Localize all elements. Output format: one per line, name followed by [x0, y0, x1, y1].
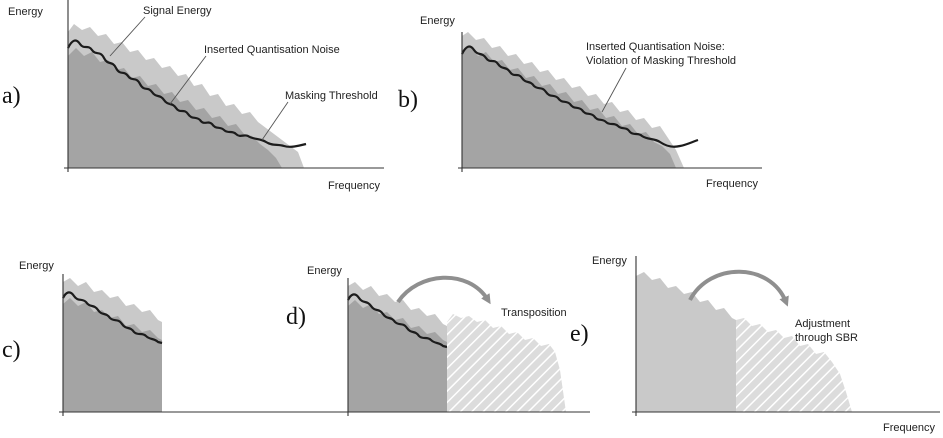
panel-b-ylabel: Energy [420, 15, 455, 27]
panel-c-letter: c) [2, 337, 21, 363]
panel-b: Energy Frequency b) Inserted Quantisatio… [398, 15, 762, 190]
panel-e: Energy Frequency e) Adjustment through S… [570, 255, 940, 434]
panel-e-adjustment-label-line1: Adjustment [795, 318, 850, 330]
panel-a-noise-label: Inserted Quantisation Noise [204, 44, 340, 56]
panel-e-adjustment-label-line2: through SBR [795, 332, 858, 344]
panel-c: Energy c) [2, 260, 386, 416]
panel-d: Energy d) Transposition [286, 265, 590, 416]
panel-e-lowband [636, 272, 736, 412]
panel-e-xlabel: Frequency [883, 422, 935, 434]
panel-a-letter: a) [2, 83, 21, 109]
panel-e-ylabel: Energy [592, 255, 627, 267]
panel-d-transposition-arrow [398, 278, 488, 302]
panel-a-masking-label: Masking Threshold [285, 90, 378, 102]
panel-b-letter: b) [398, 87, 418, 113]
panel-e-letter: e) [570, 321, 589, 347]
panel-e-adjustment-arrow [690, 272, 786, 302]
panel-a-masking-leader [262, 102, 288, 140]
panel-d-transposed-band [447, 314, 566, 412]
panel-a-ylabel: Energy [8, 6, 43, 18]
panel-b-xlabel: Frequency [706, 178, 758, 190]
panel-d-ylabel: Energy [307, 265, 342, 277]
panel-d-transposition-label: Transposition [501, 307, 567, 319]
panel-a: Energy Frequency a) Signal Energy Insert… [2, 0, 384, 192]
panel-c-ylabel: Energy [19, 260, 54, 272]
panel-a-xlabel: Frequency [328, 180, 380, 192]
panel-a-signal-energy-label: Signal Energy [143, 5, 212, 17]
panel-b-violation-label-line2: Violation of Masking Threshold [586, 55, 736, 67]
panel-d-letter: d) [286, 304, 306, 330]
panel-b-violation-label-line1: Inserted Quantisation Noise: [586, 41, 725, 53]
